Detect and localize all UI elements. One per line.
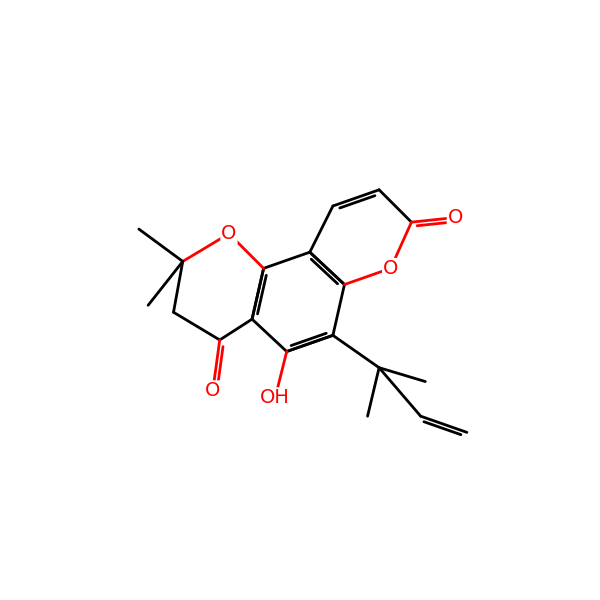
Text: O: O <box>221 224 236 243</box>
Text: O: O <box>383 259 398 278</box>
Text: O: O <box>448 208 463 227</box>
Text: OH: OH <box>260 388 290 407</box>
Text: O: O <box>205 381 220 400</box>
